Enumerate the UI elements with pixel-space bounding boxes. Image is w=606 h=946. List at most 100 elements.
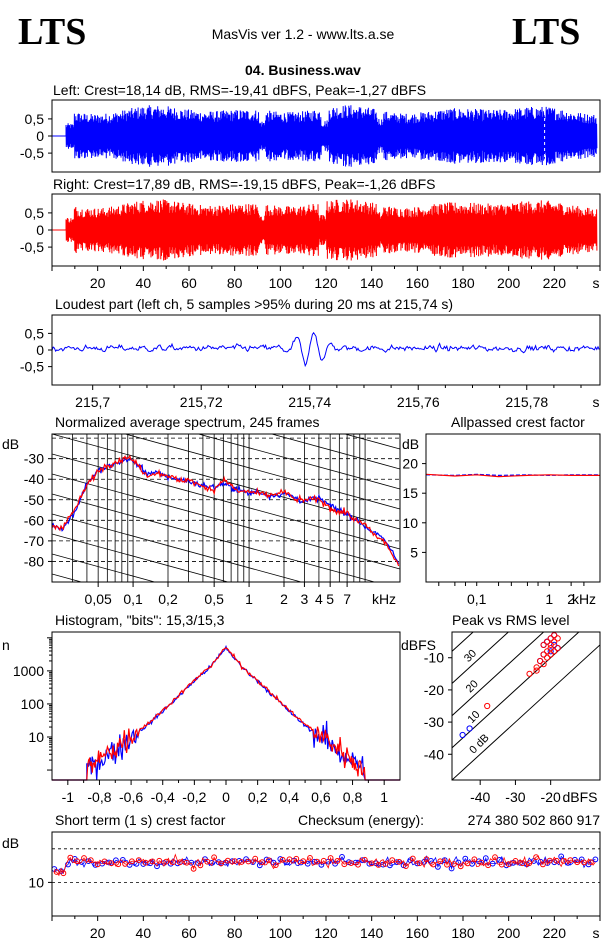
x-tick-label: 200 (497, 275, 521, 291)
slope-line (270, 434, 400, 470)
y-tick-label: 20 (402, 456, 418, 472)
stcf-right-point (355, 861, 361, 868)
stcf-right-point (320, 857, 327, 864)
x-tick-label: 0,05 (85, 591, 112, 607)
stcf-right-point (87, 857, 94, 864)
stcf-right-point (519, 860, 526, 867)
slope-line (52, 493, 376, 582)
y-tick-label: -70 (24, 533, 44, 549)
stcf-right-point (293, 855, 300, 862)
stcf-right-point (403, 863, 409, 869)
x-tick-label: 0,6 (311, 789, 331, 805)
checksum-label: Checksum (energy): (298, 812, 424, 828)
slope-line (52, 614, 400, 709)
x-unit-label: s (593, 925, 600, 941)
crest-line (452, 632, 580, 749)
x-tick-label: 40 (136, 925, 152, 941)
pvr-right-point (547, 641, 554, 649)
y-tick-label: -30 (424, 714, 444, 730)
stcf-right-point (334, 858, 341, 864)
stcf-right-point (94, 861, 101, 868)
stcf-right-point (540, 861, 546, 868)
left-waveform-trace (52, 105, 598, 167)
pvr-right-point (547, 635, 554, 642)
app-title: MasVis ver 1.2 - www.lts.a.se (211, 26, 395, 42)
stcf-right-point (101, 858, 108, 865)
stcf-right-point (505, 861, 512, 867)
histogram-ylabel: n (2, 637, 10, 653)
stcf-right-point (272, 862, 279, 868)
stcf-right-point (204, 858, 211, 865)
pvr-right-point (526, 670, 533, 677)
x-tick-label: 20 (90, 925, 106, 941)
stcf-right-point (163, 858, 170, 865)
stcf-right-point (464, 860, 471, 867)
histogram-title: Histogram, "bits": 15,3/15,3 (55, 612, 225, 628)
lts-logo-left: LTS (18, 11, 87, 53)
stcf-right-point (211, 854, 218, 861)
stcf-right-point (142, 859, 149, 866)
stcf-right-point (156, 857, 163, 864)
loudest-part-trace (51, 331, 600, 368)
x-tick-label: 60 (181, 275, 197, 291)
y-tick-label: 1000 (13, 663, 44, 679)
spectrum-ylabel: dB (2, 436, 19, 452)
loudest-part-title: Loudest part (left ch, 5 samples >95% du… (55, 296, 453, 312)
pvr-right-point (537, 657, 544, 665)
crest-label: 10 (465, 709, 482, 726)
y-tick-label: 0 (36, 342, 44, 358)
y-tick-label: 0,5 (25, 111, 45, 127)
spectrum-title: Normalized average spectrum, 245 frames (55, 414, 320, 430)
stcf-right-point (375, 862, 382, 868)
slope-line (52, 553, 157, 582)
stcf-right-point (457, 863, 464, 870)
y-tick-label: -0,5 (20, 145, 44, 161)
allpassed-crest-frame (425, 433, 601, 583)
stcf-right-point (430, 861, 437, 868)
x-unit-label: kHz (372, 591, 396, 607)
stcf-right-point (409, 855, 416, 862)
stcf-right-point (382, 861, 389, 867)
x-tick-label: -0,2 (182, 789, 206, 805)
y-tick-label: -10 (424, 650, 444, 666)
stcf-right-point (444, 861, 450, 868)
allpassed-crest-ylabel: dB (402, 436, 419, 452)
pvr-left-point (547, 648, 554, 655)
stcf-left-point (592, 856, 599, 863)
pvr-right-point (484, 702, 491, 710)
allpassed-crest-title: Allpassed crest factor (451, 414, 585, 430)
peak-vs-rms-title: Peak vs RMS level (452, 612, 569, 628)
x-tick-label: 0,8 (343, 789, 363, 805)
stcf-left-point (558, 853, 565, 860)
y-tick-label: -40 (24, 471, 44, 487)
x-tick-label: 140 (360, 925, 384, 941)
stcf-right-point (108, 860, 115, 867)
x-tick-label: -0,6 (119, 789, 143, 805)
stcf-right-point (348, 860, 355, 866)
stcf-right-point (560, 858, 567, 864)
pvr-right-point (551, 648, 558, 655)
stcf-right-point (279, 856, 286, 863)
right-waveform-trace (52, 199, 598, 261)
x-tick-label: 100 (269, 925, 293, 941)
pvr-right-point (540, 641, 547, 649)
x-tick-label: 0,4 (280, 789, 300, 805)
y-tick-label: -50 (24, 492, 44, 508)
pvr-right-point (540, 661, 547, 668)
x-tick-label: 180 (451, 275, 475, 291)
stcf-right-point (512, 858, 519, 864)
stcf-right-point (314, 858, 320, 865)
x-unit-label: kHz (572, 591, 596, 607)
stcf-left-point (462, 855, 469, 862)
lts-logo-right: LTS (512, 11, 581, 53)
x-tick-label: 100 (269, 275, 293, 291)
short-term-crest-title: Short term (1 s) crest factor (55, 812, 226, 828)
stcf-right-point (224, 857, 231, 864)
stcf-right-point (129, 858, 135, 865)
peak-vs-rms-ylabel: dBFS (401, 637, 436, 653)
y-tick-label: 0 (36, 128, 44, 144)
slope-line (52, 473, 400, 570)
x-tick-label: 1 (380, 789, 388, 805)
x-tick-label: 180 (451, 925, 475, 941)
